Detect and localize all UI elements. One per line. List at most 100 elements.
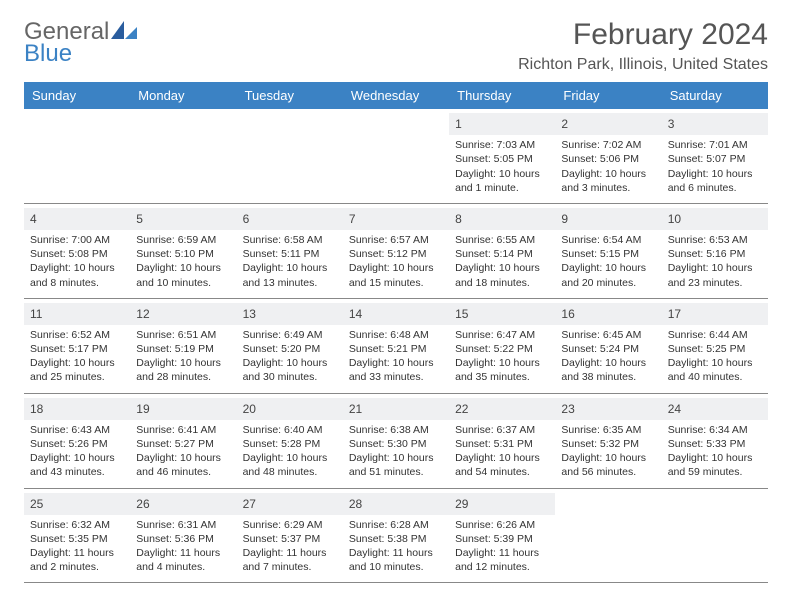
day-number: 16 (555, 303, 661, 325)
day-number: 2 (555, 113, 661, 135)
daylight-text: Daylight: 10 hours (349, 451, 443, 465)
weekday-header: Tuesday (237, 82, 343, 109)
daylight-text: and 40 minutes. (668, 370, 762, 384)
daylight-text: Daylight: 10 hours (668, 261, 762, 275)
sunset-text: Sunset: 5:33 PM (668, 437, 762, 451)
day-number: 20 (237, 398, 343, 420)
weekday-header: Friday (555, 82, 661, 109)
day-cell: 28 Sunrise: 6:28 AMSunset: 5:38 PMDayligh… (343, 488, 449, 583)
day-number: 7 (343, 208, 449, 230)
sunrise-text: Sunrise: 6:45 AM (561, 328, 655, 342)
sunset-text: Sunset: 5:21 PM (349, 342, 443, 356)
daylight-text: Daylight: 10 hours (561, 261, 655, 275)
sunrise-text: Sunrise: 6:51 AM (136, 328, 230, 342)
sunrise-text: Sunrise: 6:28 AM (349, 518, 443, 532)
day-cell: 10Sunrise: 6:53 AMSunset: 5:16 PMDayligh… (662, 203, 768, 298)
sunrise-text: Sunrise: 6:43 AM (30, 423, 124, 437)
daylight-text: and 3 minutes. (561, 181, 655, 195)
sunrise-text: Sunrise: 6:54 AM (561, 233, 655, 247)
sunset-text: Sunset: 5:22 PM (455, 342, 549, 356)
daylight-text: and 12 minutes. (455, 560, 549, 574)
daylight-text: Daylight: 10 hours (349, 261, 443, 275)
title-block: February 2024 Richton Park, Illinois, Un… (518, 18, 768, 74)
daylight-text: and 33 minutes. (349, 370, 443, 384)
day-number: 17 (662, 303, 768, 325)
daylight-text: and 25 minutes. (30, 370, 124, 384)
sunset-text: Sunset: 5:15 PM (561, 247, 655, 261)
weekday-header: Sunday (24, 82, 130, 109)
logo-text-blue: Blue (24, 40, 72, 67)
sunset-text: Sunset: 5:10 PM (136, 247, 230, 261)
day-number: 21 (343, 398, 449, 420)
daylight-text: and 8 minutes. (30, 276, 124, 290)
day-cell: 19Sunrise: 6:41 AMSunset: 5:27 PMDayligh… (130, 393, 236, 488)
day-number: 10 (662, 208, 768, 230)
daylight-text: Daylight: 10 hours (668, 167, 762, 181)
logo: General Blue (24, 18, 137, 68)
day-cell: 23Sunrise: 6:35 AMSunset: 5:32 PMDayligh… (555, 393, 661, 488)
daylight-text: Daylight: 10 hours (455, 451, 549, 465)
logo-sail-icon (111, 21, 137, 44)
daylight-text: and 23 minutes. (668, 276, 762, 290)
sunset-text: Sunset: 5:12 PM (349, 247, 443, 261)
daylight-text: and 48 minutes. (243, 465, 337, 479)
calendar-table: SundayMondayTuesdayWednesdayThursdayFrid… (24, 82, 768, 583)
day-cell: 17Sunrise: 6:44 AMSunset: 5:25 PMDayligh… (662, 298, 768, 393)
sunset-text: Sunset: 5:38 PM (349, 532, 443, 546)
sunrise-text: Sunrise: 7:00 AM (30, 233, 124, 247)
daylight-text: and 4 minutes. (136, 560, 230, 574)
day-number: 13 (237, 303, 343, 325)
daylight-text: Daylight: 10 hours (455, 261, 549, 275)
sunset-text: Sunset: 5:25 PM (668, 342, 762, 356)
sunrise-text: Sunrise: 6:57 AM (349, 233, 443, 247)
day-number: 28 (343, 493, 449, 515)
empty-day-cell (237, 109, 343, 203)
daylight-text: and 15 minutes. (349, 276, 443, 290)
day-cell: 6Sunrise: 6:58 AMSunset: 5:11 PMDaylight… (237, 203, 343, 298)
day-cell: 24Sunrise: 6:34 AMSunset: 5:33 PMDayligh… (662, 393, 768, 488)
month-title: February 2024 (518, 18, 768, 52)
daylight-text: and 10 minutes. (136, 276, 230, 290)
sunrise-text: Sunrise: 7:03 AM (455, 138, 549, 152)
daylight-text: Daylight: 10 hours (136, 356, 230, 370)
sunrise-text: Sunrise: 6:49 AM (243, 328, 337, 342)
day-cell: 16Sunrise: 6:45 AMSunset: 5:24 PMDayligh… (555, 298, 661, 393)
daylight-text: and 28 minutes. (136, 370, 230, 384)
calendar-week-row: 25Sunrise: 6:32 AMSunset: 5:35 PMDayligh… (24, 488, 768, 583)
sunrise-text: Sunrise: 6:40 AM (243, 423, 337, 437)
daylight-text: and 43 minutes. (30, 465, 124, 479)
day-cell: 12Sunrise: 6:51 AMSunset: 5:19 PMDayligh… (130, 298, 236, 393)
location-text: Richton Park, Illinois, United States (518, 56, 768, 74)
day-cell: 14Sunrise: 6:48 AMSunset: 5:21 PMDayligh… (343, 298, 449, 393)
sunrise-text: Sunrise: 6:47 AM (455, 328, 549, 342)
empty-day-cell (662, 488, 768, 583)
daylight-text: Daylight: 10 hours (455, 356, 549, 370)
daylight-text: Daylight: 10 hours (30, 261, 124, 275)
day-number: 1 (449, 113, 555, 135)
day-cell: 29Sunrise: 6:26 AMSunset: 5:39 PMDayligh… (449, 488, 555, 583)
daylight-text: and 54 minutes. (455, 465, 549, 479)
day-cell: 13Sunrise: 6:49 AMSunset: 5:20 PMDayligh… (237, 298, 343, 393)
day-number: 29 (449, 493, 555, 515)
daylight-text: Daylight: 10 hours (668, 451, 762, 465)
empty-day-cell (24, 109, 130, 203)
day-number: 27 (237, 493, 343, 515)
daylight-text: Daylight: 10 hours (668, 356, 762, 370)
daylight-text: and 38 minutes. (561, 370, 655, 384)
calendar-week-row: 18Sunrise: 6:43 AMSunset: 5:26 PMDayligh… (24, 393, 768, 488)
sunset-text: Sunset: 5:37 PM (243, 532, 337, 546)
day-number: 19 (130, 398, 236, 420)
daylight-text: Daylight: 10 hours (455, 167, 549, 181)
daylight-text: Daylight: 10 hours (349, 356, 443, 370)
daylight-text: and 13 minutes. (243, 276, 337, 290)
daylight-text: Daylight: 10 hours (30, 356, 124, 370)
empty-day-cell (343, 109, 449, 203)
daylight-text: Daylight: 10 hours (243, 356, 337, 370)
sunset-text: Sunset: 5:06 PM (561, 152, 655, 166)
day-number: 9 (555, 208, 661, 230)
day-number: 6 (237, 208, 343, 230)
day-number: 22 (449, 398, 555, 420)
daylight-text: Daylight: 11 hours (349, 546, 443, 560)
day-cell: 27Sunrise: 6:29 AMSunset: 5:37 PMDayligh… (237, 488, 343, 583)
daylight-text: Daylight: 10 hours (243, 451, 337, 465)
